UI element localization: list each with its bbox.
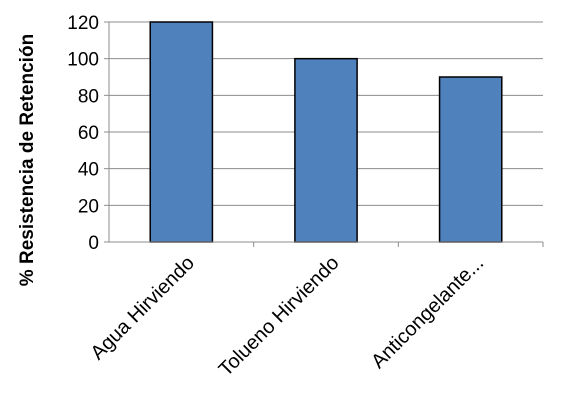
x-category-label: Anticongelante... [367,252,488,373]
y-tick-label: 0 [88,233,99,254]
bar [149,21,214,243]
bars [149,21,503,243]
y-tick-labels: 0 20 40 60 80 100 120 [67,13,99,254]
bar [294,57,358,243]
axes [104,21,544,247]
y-tick-label: 100 [67,50,99,71]
y-tick-label: 20 [78,196,99,217]
y-tick-label: 60 [78,123,99,144]
x-category-label: Agua Hirviendo [87,252,199,364]
bar [438,76,503,243]
y-tick-label: 120 [67,13,99,34]
y-tick-label: 40 [78,160,99,181]
x-category-labels: Agua Hirviendo Tolueno Hirviendo Anticonge… [87,252,489,381]
x-category-label: Tolueno Hirviendo [215,252,344,381]
y-tick-label: 80 [78,86,99,107]
y-axis-title: % Resistencia de Retención [17,34,38,286]
